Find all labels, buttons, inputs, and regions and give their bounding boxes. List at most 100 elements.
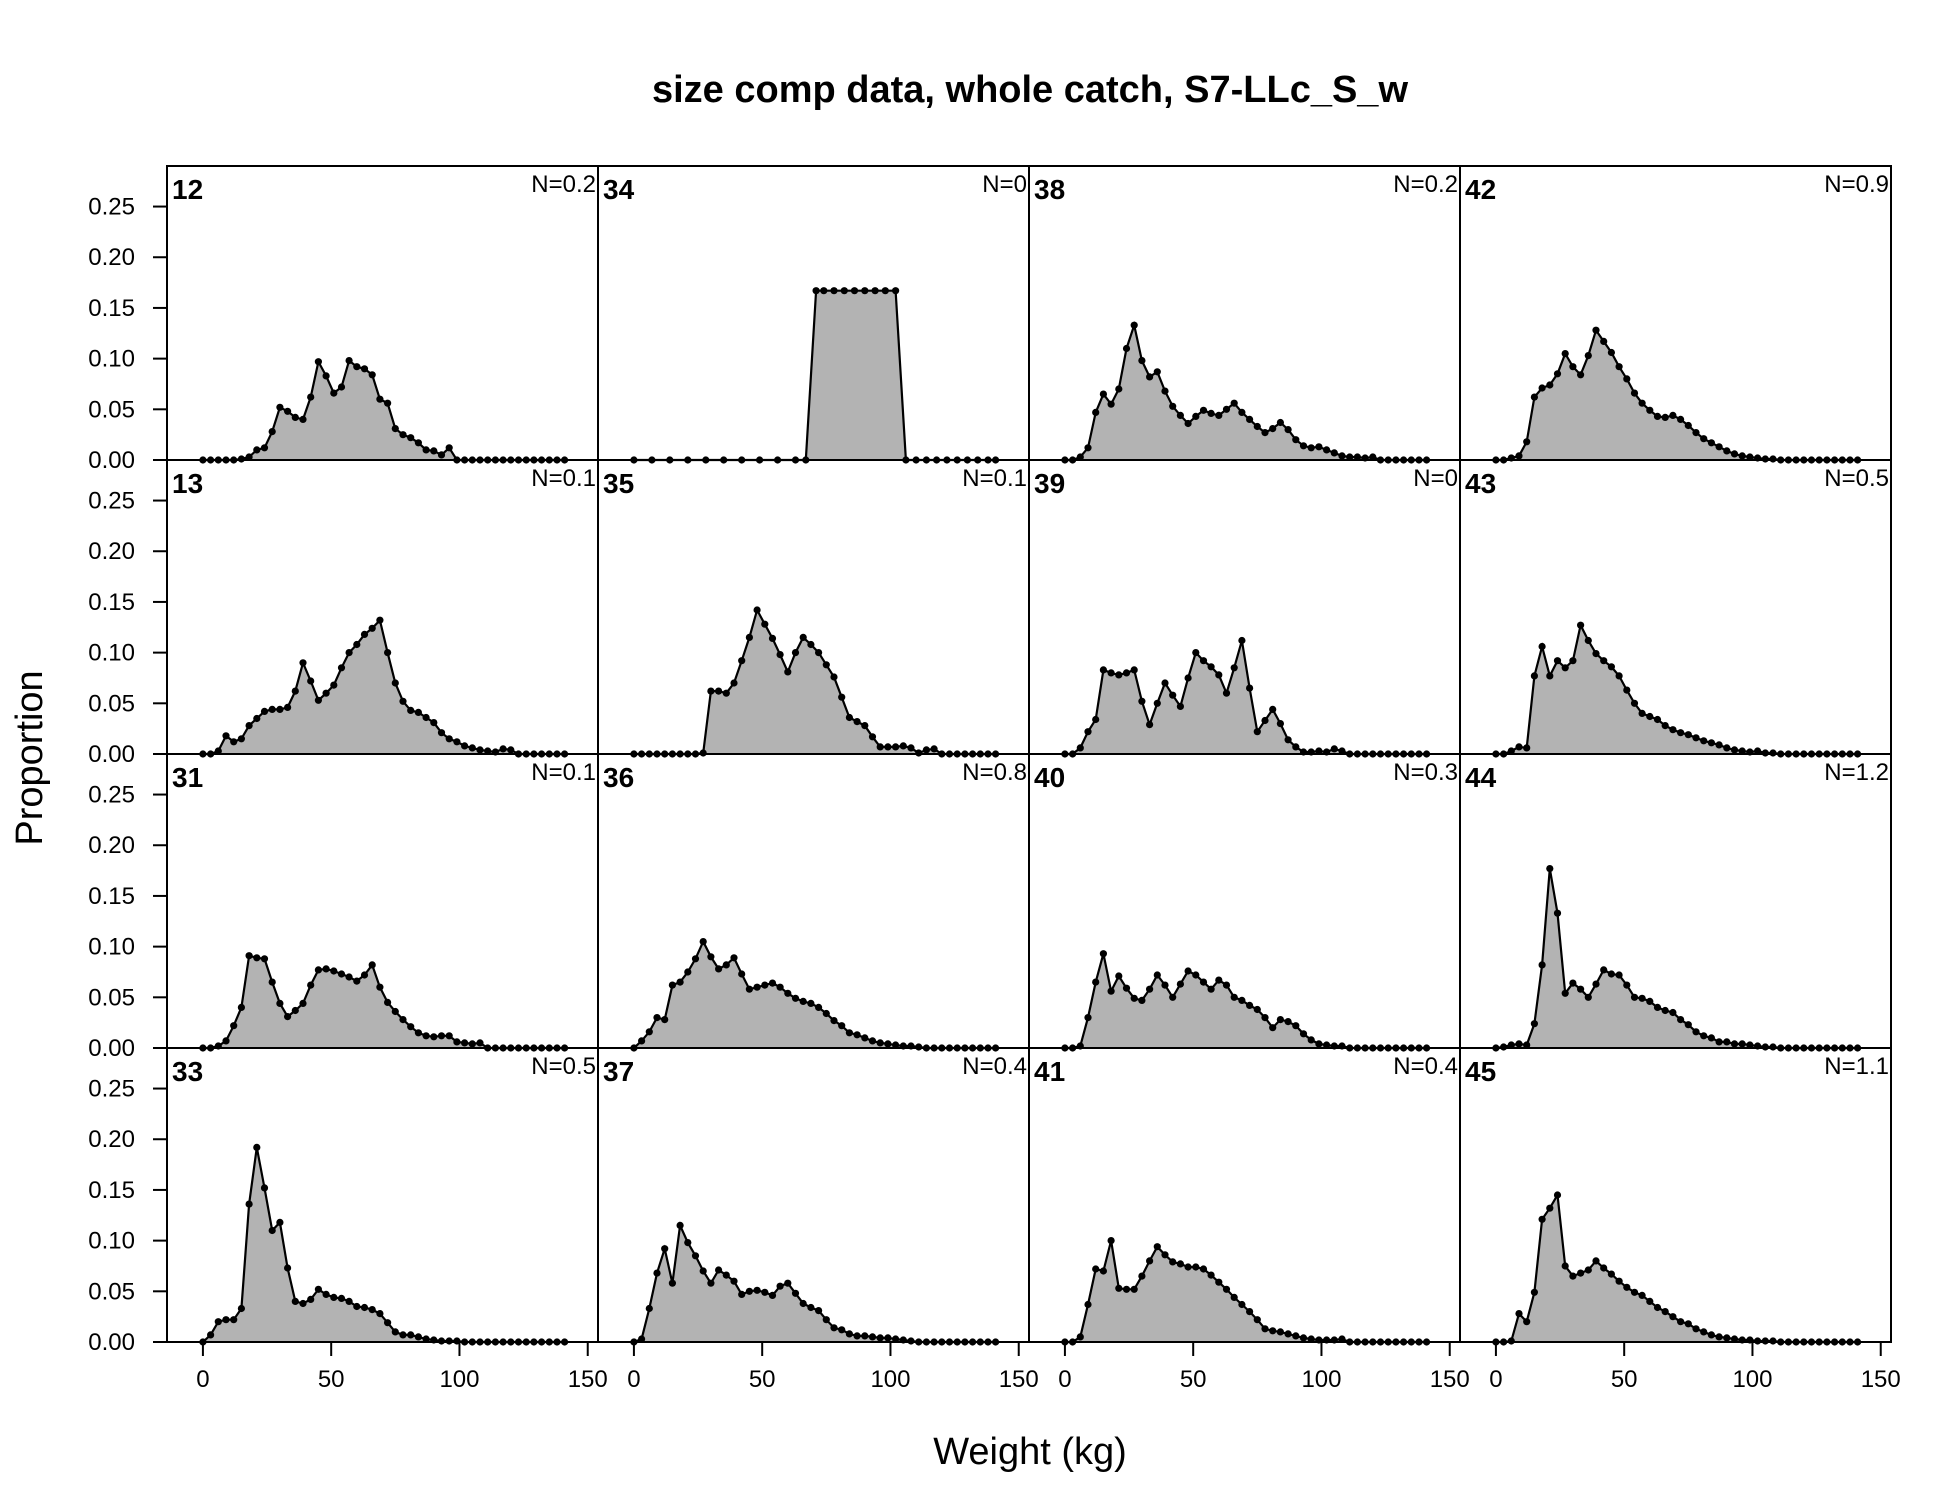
panel-45-point <box>1653 1303 1662 1312</box>
panel-38-n: N=0.2 <box>1393 171 1458 198</box>
y-tick-label: 0.25 <box>88 1076 135 1103</box>
panel-41-point <box>1192 1263 1200 1271</box>
panel-36-n: N=0.8 <box>962 759 1027 786</box>
panel-12-point <box>414 439 422 447</box>
panel-45-point <box>1607 1270 1615 1278</box>
panel-12-point <box>384 399 392 407</box>
panel-37-point <box>868 1333 877 1341</box>
panel-39-n: N=0 <box>1413 465 1458 492</box>
panel-45-label: 45 <box>1465 1056 1496 1087</box>
panel-33-point <box>353 1302 361 1311</box>
y-tick-label: 0.05 <box>88 984 135 1011</box>
panel-43-point <box>1677 729 1685 737</box>
panel-37-point <box>845 1330 854 1338</box>
panel-41-point <box>1222 1285 1231 1293</box>
panel-33-point <box>314 1285 322 1293</box>
panel-44-point <box>1569 979 1577 987</box>
panel-38-point <box>1276 418 1284 427</box>
panel-39-point <box>1192 649 1200 657</box>
panel-42-point <box>1646 406 1654 414</box>
y-tick-label: 0.05 <box>88 396 135 423</box>
panel-44-point <box>1707 1034 1715 1042</box>
panel-37-point <box>753 1286 761 1294</box>
panel-44-label: 44 <box>1465 762 1497 793</box>
panel-43-point <box>1692 734 1700 742</box>
panel-42-point <box>1623 375 1631 383</box>
panel-13-point <box>330 681 338 689</box>
panel-45-point <box>1723 1334 1731 1342</box>
panel-40-point <box>1261 1014 1269 1022</box>
panel-38-point <box>1107 400 1115 408</box>
x-tick-label: 150 <box>1861 1366 1901 1393</box>
panel-35-area <box>633 610 996 754</box>
panel-38-area <box>1064 325 1427 460</box>
panel-42-point <box>1561 350 1569 358</box>
panel-43-point <box>1754 747 1762 755</box>
panel-35-point <box>822 661 830 669</box>
panel-31-point <box>222 1037 230 1045</box>
panel-37-point <box>884 1334 892 1342</box>
panel-41-point <box>1107 1237 1115 1245</box>
panel-12-point <box>368 371 376 379</box>
y-tick-label: 0.20 <box>88 832 135 859</box>
panel-39-point <box>1222 689 1231 697</box>
panel-35-label: 35 <box>603 468 634 499</box>
panel-38-point <box>1369 453 1377 461</box>
panel-38-point <box>1338 452 1346 460</box>
panel-13-point <box>399 697 407 705</box>
panel-37-point <box>722 1271 730 1279</box>
panel-43-point <box>1684 731 1692 739</box>
panel-41-point <box>1076 1333 1084 1341</box>
panel-42-point <box>1707 439 1715 447</box>
panel-44-point <box>1607 970 1615 978</box>
panel-41-point <box>1199 1265 1208 1273</box>
panel-42-point <box>1684 421 1692 430</box>
panel-42-point <box>1553 370 1562 378</box>
panel-33-point <box>414 1333 422 1341</box>
panel-37-point <box>738 1290 746 1298</box>
panel-35-point <box>722 689 730 697</box>
panel-13-area <box>202 620 565 754</box>
panel-41-point <box>1092 1265 1100 1273</box>
panel-38-point <box>1215 411 1223 419</box>
panel-40-point <box>1323 1041 1331 1049</box>
panel-13-point <box>337 664 346 672</box>
panel-36-point <box>676 978 684 986</box>
panel-35-point <box>753 606 761 614</box>
panel-35-point <box>791 649 800 657</box>
panel-45-point <box>1577 1269 1585 1277</box>
y-tick-label: 0.15 <box>88 1177 135 1204</box>
panel-41-point <box>1169 1258 1177 1266</box>
panel-40-point <box>1222 981 1231 989</box>
panel-35-point <box>761 620 769 628</box>
panel-44-point <box>1684 1021 1692 1029</box>
panel-36-point <box>884 1040 892 1048</box>
panel-41-point <box>1122 1285 1131 1293</box>
panel-13-point <box>214 747 222 755</box>
panel-43-point <box>1553 657 1562 665</box>
panel-44-point <box>1653 1003 1662 1012</box>
panel-39-point <box>1338 747 1346 755</box>
x-tick-label: 50 <box>318 1366 345 1393</box>
panel-45-point <box>1730 1335 1739 1343</box>
panel-39-point <box>1084 728 1092 736</box>
panel-33-point <box>237 1304 245 1313</box>
panel-33-point <box>376 1310 384 1318</box>
panel-38-point <box>1307 444 1315 452</box>
panel-35-point <box>876 743 884 751</box>
panel-31-point <box>430 1033 438 1041</box>
panel-43-point <box>1584 636 1592 645</box>
panel-33-point <box>222 1316 230 1324</box>
y-tick-label: 0.20 <box>88 244 135 271</box>
panel-42-point <box>1523 438 1531 446</box>
panel-13-point <box>268 705 276 714</box>
panel-45-point <box>1523 1318 1531 1326</box>
panel-13-point <box>284 703 292 712</box>
panel-38-point <box>1199 406 1208 414</box>
panel-45: 45 N=1.1 <box>1459 1047 1892 1346</box>
panel-38-point <box>1246 415 1254 423</box>
panel-44-point <box>1515 1040 1523 1048</box>
panel-13: 13 N=0.1 <box>166 459 599 758</box>
panel-42-point <box>1615 363 1623 371</box>
